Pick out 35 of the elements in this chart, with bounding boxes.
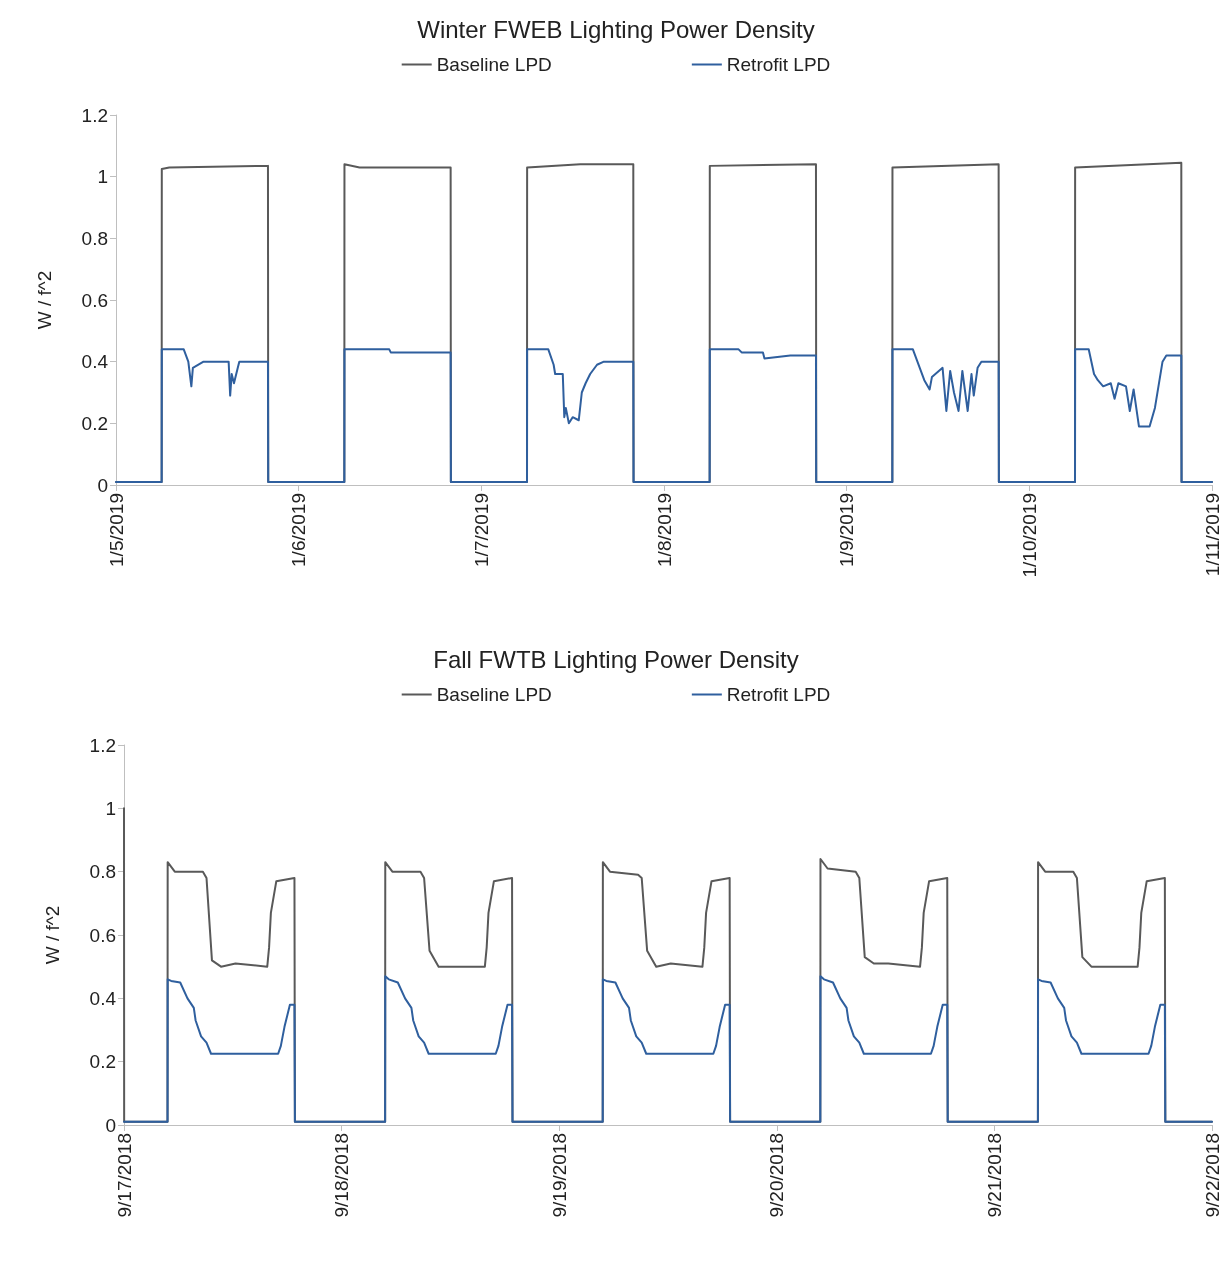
x-tick-label: 1/7/2019 (470, 493, 492, 567)
x-tick-label: 1/8/2019 (653, 493, 675, 567)
x-tick-label: 9/19/2018 (548, 1133, 570, 1218)
y-tick-label: 1.2 (81, 104, 108, 126)
y-tick-label: 0.8 (81, 227, 108, 249)
x-tick-label: 1/6/2019 (288, 493, 310, 567)
y-tick-label: 0.2 (81, 412, 108, 434)
x-tick-label: 1/10/2019 (1018, 493, 1040, 578)
legend-label: Baseline LPD (436, 684, 552, 705)
x-tick-label: 1/5/2019 (105, 493, 127, 567)
legend-label: Baseline LPD (436, 54, 552, 75)
x-tick-label: 9/17/2018 (113, 1133, 135, 1218)
chart-title: Fall FWTB Lighting Power Density (433, 645, 799, 673)
x-tick-label: 9/20/2018 (766, 1133, 788, 1218)
y-tick-label: 1.2 (89, 734, 116, 756)
y-tick-label: 1 (105, 797, 116, 819)
chart-title: Winter FWEB Lighting Power Density (417, 15, 815, 43)
legend-label: Retrofit LPD (726, 54, 831, 75)
legend-label: Retrofit LPD (726, 684, 831, 705)
x-tick-label: 1/11/2019 (1201, 493, 1223, 577)
y-tick-label: 1 (97, 166, 108, 188)
y-tick-label: 0.4 (89, 987, 117, 1009)
x-tick-label: 9/21/2018 (983, 1133, 1005, 1218)
y-tick-label: 0.6 (89, 924, 116, 946)
y-tick-label: 0.6 (81, 289, 108, 311)
y-tick-label: 0 (97, 474, 108, 496)
y-axis-title: W / f^2 (42, 905, 63, 965)
x-tick-label: 1/9/2019 (836, 493, 858, 567)
y-tick-label: 0 (105, 1114, 116, 1136)
y-tick-label: 0.4 (81, 351, 109, 373)
y-axis-title: W / f^2 (34, 270, 55, 330)
y-tick-label: 0.2 (89, 1051, 116, 1073)
x-tick-label: 9/22/2018 (1201, 1133, 1223, 1218)
x-tick-label: 9/18/2018 (331, 1133, 353, 1218)
y-tick-label: 0.8 (89, 861, 116, 883)
